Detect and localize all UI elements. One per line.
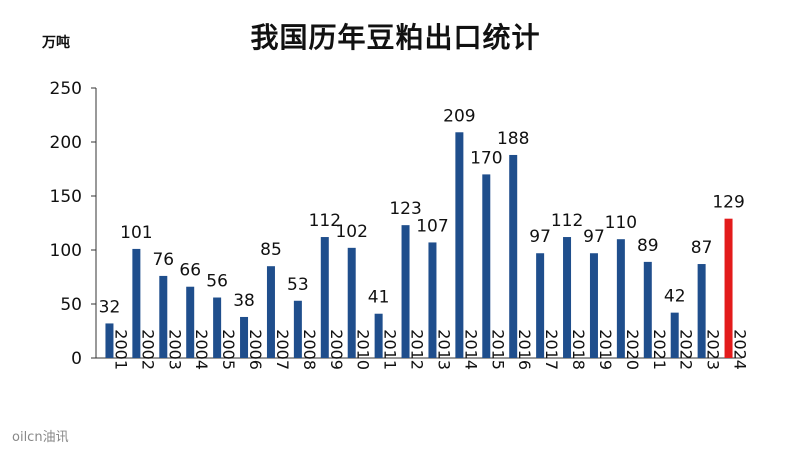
y-tick-label: 50 — [60, 295, 82, 315]
data-label-2011: 41 — [368, 288, 390, 308]
data-label-2003: 76 — [152, 250, 174, 270]
data-label-2022: 42 — [664, 287, 686, 307]
y-tick-label: 200 — [50, 133, 82, 153]
x-tick-label-2001: 2001 — [111, 329, 130, 370]
bar-2022 — [670, 312, 679, 358]
x-tick-label-2022: 2022 — [677, 329, 696, 370]
data-label-2007: 85 — [260, 240, 282, 260]
x-tick-label-2016: 2016 — [515, 329, 534, 370]
bar-2015 — [482, 174, 491, 358]
data-label-2005: 56 — [206, 272, 228, 292]
data-label-2018: 112 — [551, 211, 583, 231]
y-tick-label: 150 — [50, 187, 82, 207]
data-label-2009: 112 — [309, 211, 341, 231]
bar-2005 — [213, 297, 222, 358]
data-label-2008: 53 — [287, 275, 309, 295]
bar-2019 — [589, 253, 598, 358]
bar-2010 — [347, 247, 356, 358]
x-tick-label-2012: 2012 — [408, 329, 427, 370]
x-tick-label-2007: 2007 — [273, 329, 292, 370]
bar-2023 — [697, 264, 706, 358]
x-tick-label-2013: 2013 — [434, 329, 453, 370]
bar-2009 — [320, 237, 329, 358]
y-axis-unit-label: 万吨 — [42, 35, 70, 51]
bar-2013 — [428, 242, 437, 358]
data-label-2014: 209 — [443, 106, 475, 126]
bar-2001 — [105, 323, 114, 358]
bar-2024 — [724, 218, 733, 358]
data-label-2013: 107 — [416, 216, 448, 236]
data-label-2015: 170 — [470, 148, 502, 168]
bar-2004 — [186, 286, 195, 358]
bar-2002 — [132, 248, 141, 358]
data-label-2006: 38 — [233, 291, 255, 311]
x-tick-label-2020: 2020 — [623, 329, 642, 370]
x-tick-label-2005: 2005 — [219, 329, 238, 370]
bar-2003 — [159, 275, 168, 358]
x-tick-label-2011: 2011 — [381, 329, 400, 370]
data-label-2002: 101 — [120, 223, 152, 243]
data-label-2023: 87 — [691, 238, 713, 258]
data-label-2010: 102 — [335, 222, 367, 242]
bar-2012 — [401, 225, 410, 358]
bar-2017 — [536, 253, 545, 358]
x-tick-label-2003: 2003 — [165, 329, 184, 370]
x-tick-label-2023: 2023 — [704, 329, 723, 370]
x-tick-label-2010: 2010 — [354, 329, 373, 370]
data-label-2004: 66 — [179, 261, 201, 281]
y-tick-label: 250 — [50, 79, 82, 99]
x-tick-label-2017: 2017 — [542, 329, 561, 370]
x-tick-label-2009: 2009 — [327, 329, 346, 370]
bar-2018 — [563, 237, 572, 358]
bar-2006 — [240, 316, 249, 358]
data-label-2024: 129 — [712, 193, 744, 213]
bar-2007 — [266, 266, 275, 358]
x-tick-label-2004: 2004 — [192, 329, 211, 370]
bar-2011 — [374, 313, 383, 358]
x-tick-label-2018: 2018 — [569, 329, 588, 370]
bar-2016 — [509, 154, 518, 358]
bar-2008 — [293, 300, 302, 358]
bar-2014 — [455, 132, 464, 358]
y-tick-label: 0 — [71, 349, 82, 369]
watermark: oilcn油讯 — [12, 430, 69, 445]
x-tick-label-2002: 2002 — [138, 329, 157, 370]
x-tick-label-2008: 2008 — [300, 329, 319, 370]
data-label-2020: 110 — [605, 213, 637, 233]
x-tick-label-2021: 2021 — [650, 329, 669, 370]
x-tick-label-2024: 2024 — [731, 329, 750, 370]
y-tick-label: 100 — [50, 241, 82, 261]
x-tick-label-2019: 2019 — [596, 329, 615, 370]
data-label-2001: 32 — [99, 297, 121, 317]
x-tick-label-2006: 2006 — [246, 329, 265, 370]
bar-2021 — [643, 261, 652, 358]
x-tick-label-2015: 2015 — [488, 329, 507, 370]
bar-2020 — [616, 239, 625, 358]
x-tick-label-2014: 2014 — [461, 329, 480, 370]
chart-title: 我国历年豆粕出口统计 — [250, 21, 541, 54]
data-label-2012: 123 — [389, 199, 421, 219]
data-label-2017: 97 — [529, 227, 551, 247]
data-label-2021: 89 — [637, 236, 659, 256]
data-label-2016: 188 — [497, 129, 529, 149]
data-label-2019: 97 — [583, 227, 605, 247]
